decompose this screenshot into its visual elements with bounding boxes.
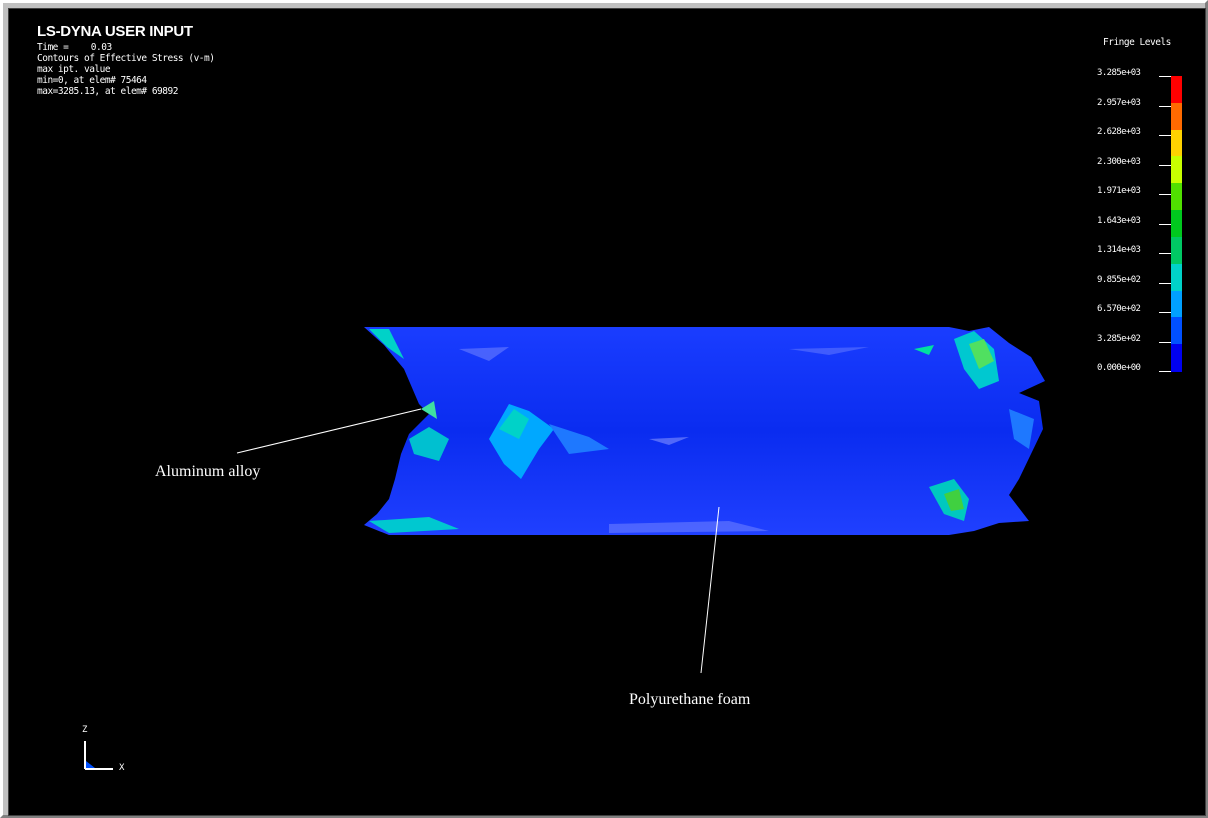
legend-title: Fringe Levels: [1103, 37, 1171, 48]
legend-color-swatch: [1171, 344, 1182, 372]
app-title: LS-DYNA USER INPUT: [37, 23, 193, 40]
legend-tick: [1159, 194, 1171, 195]
legend-tick: [1159, 223, 1171, 225]
legend-level-label: 1.971e+03: [1097, 186, 1141, 196]
time-value: 0.03: [90, 42, 112, 53]
legend-level-label: 6.570e+02: [1097, 304, 1141, 314]
fringe-legend: Fringe Levels 3.285e+03 2.957e+03 2.628e+0…: [1089, 37, 1199, 397]
aluminum-leader-line: [236, 408, 422, 454]
triad-x-label: X: [119, 763, 125, 773]
time-readout: Time = 0.03: [37, 42, 214, 53]
legend-color-swatch: [1171, 236, 1182, 265]
legend-color-swatch: [1171, 263, 1182, 292]
aluminum-alloy-label: Aluminum alloy: [155, 463, 261, 480]
legend-level-label: 2.628e+03: [1097, 127, 1141, 137]
legend-tick: [1159, 164, 1171, 166]
legend-level-label: 2.300e+03: [1097, 156, 1141, 167]
legend-level-label: 0.000e+00: [1097, 363, 1141, 373]
legend-level-label: 9.855e+02: [1097, 274, 1141, 285]
legend-color-swatch: [1171, 317, 1182, 346]
legend-color-swatch: [1171, 183, 1182, 212]
axis-triad: Z X: [79, 721, 139, 781]
contour-label: Contours of Effective Stress (v-m): [37, 53, 215, 64]
legend-tick: [1159, 253, 1171, 254]
foam-leader-line: [700, 506, 720, 674]
polyurethane-foam-label: Polyurethane foam: [629, 691, 751, 708]
legend-tick: [1159, 105, 1171, 107]
legend-color-swatch: [1171, 129, 1182, 158]
legend-tick: [1159, 371, 1171, 372]
legend-tick: [1159, 341, 1171, 343]
legend-color-swatch: [1171, 290, 1182, 319]
triad-z-label: Z: [82, 725, 88, 735]
triad-icon: [84, 741, 113, 770]
graphics-viewport[interactable]: LS-DYNA USER INPUT Time = 0.03 Contours …: [8, 8, 1206, 816]
legend-tick: [1159, 76, 1171, 77]
time-label: Time =: [37, 42, 69, 53]
model-render: [236, 327, 1045, 674]
legend-color-swatch: [1171, 210, 1182, 238]
legend-level-label: 3.285e+03: [1097, 68, 1141, 78]
legend-color-swatch: [1171, 156, 1182, 185]
legend-level-label: 3.285e+02: [1097, 333, 1141, 344]
max-value-line: max=3285.13, at elem# 69892: [37, 86, 178, 97]
legend-level-label: 1.643e+03: [1097, 215, 1141, 226]
legend-color-swatch: [1171, 102, 1182, 131]
legend-tick: [1159, 282, 1171, 284]
header-info: LS-DYNA USER INPUT Time = 0.03 Contours …: [37, 23, 215, 97]
foam-body: [364, 327, 1045, 535]
legend-color-swatch: [1171, 76, 1182, 104]
legend-level-label: 2.957e+03: [1097, 97, 1141, 108]
legend-tick: [1159, 135, 1171, 136]
legend-level-label: 1.314e+03: [1097, 245, 1141, 255]
legend-tick: [1159, 312, 1171, 313]
max-ipt-label: max ipt. value: [37, 64, 111, 75]
min-value-line: min=0, at elem# 75464: [37, 75, 147, 86]
